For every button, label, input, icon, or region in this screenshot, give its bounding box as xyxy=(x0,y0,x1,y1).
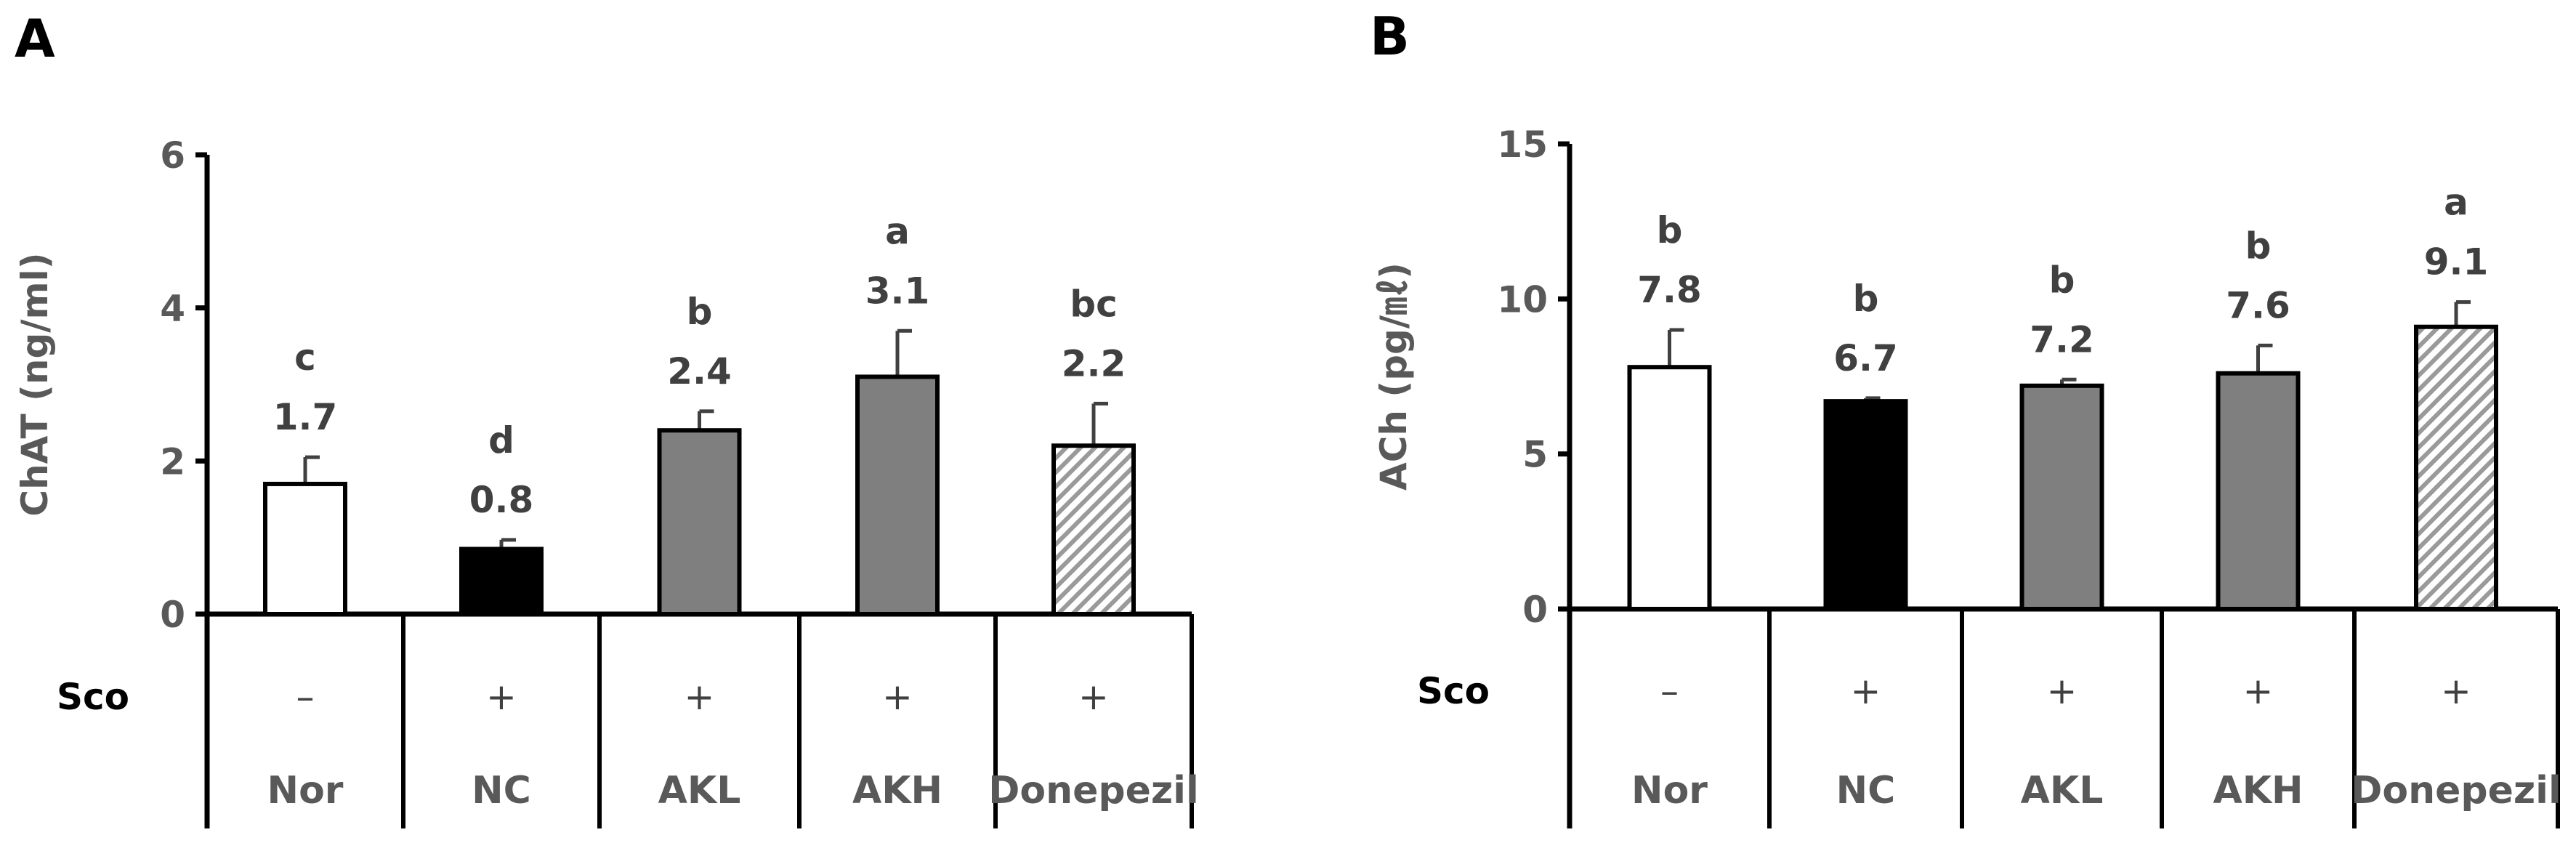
panel-b-significance-label: b xyxy=(2245,225,2272,267)
chart-panel-b: B 0 5 10 15 ACh (pg/㎖) Sco 7.8 b – Nor 6.7 b + NC 7.2 b +… xyxy=(1370,6,2561,828)
panel-a-sco-sign: + xyxy=(685,676,715,718)
panel-a-category-label: AKH xyxy=(852,769,942,812)
panel-a-y-tick-label: 4 xyxy=(160,288,185,330)
panel-b-category-label: AKH xyxy=(2213,769,2303,812)
panel-b-value-label: 7.2 xyxy=(2030,318,2094,360)
panel-b-value-label: 7.8 xyxy=(1637,269,1702,311)
panel-b-value-label: 7.6 xyxy=(2226,284,2290,326)
panel-a-value-label: 3.1 xyxy=(865,270,930,312)
panel-a-y-tick-label: 2 xyxy=(160,440,185,483)
panel-b-sco-sign: – xyxy=(1660,670,1679,712)
panel-a-category-label: Donepezil xyxy=(988,769,1199,812)
panel-b-sco-sign: + xyxy=(2047,670,2078,712)
panel-b-bar-nor xyxy=(1627,365,1712,611)
panel-a-bar-donepezil xyxy=(1051,443,1136,616)
panel-a-significance-label: b xyxy=(687,291,713,333)
panel-a-value-label: 1.7 xyxy=(273,396,338,438)
panel-b-category-label: AKL xyxy=(2021,769,2104,812)
panel-b-value-label: 9.1 xyxy=(2424,241,2489,283)
panel-b-category-label: Nor xyxy=(1631,769,1708,812)
panel-a-bar-akh xyxy=(855,374,940,616)
panel-a-significance-label: c xyxy=(294,336,316,379)
panel-b-y-tick-label: 10 xyxy=(1497,278,1548,320)
panel-b-sco-sign: + xyxy=(2243,670,2274,712)
panel-b-significance-label: b xyxy=(1657,209,1683,251)
panel-b-letter: B xyxy=(1370,6,1410,67)
chart-panel-a: A 0 2 4 6 ChAT (ng/ml) Sco 1.7 c – Nor 0.8 d + NC 2.4 b +… xyxy=(14,8,1199,828)
panel-b-category-label: NC xyxy=(1836,769,1896,812)
panel-a-letter: A xyxy=(15,8,55,69)
panel-b-y-axis-title: ACh (pg/㎖) xyxy=(1373,262,1415,491)
panel-a-bar-nc xyxy=(459,547,544,617)
panel-b-y-tick-label: 0 xyxy=(1522,589,1548,631)
panel-a-significance-label: a xyxy=(885,210,910,252)
panel-a-y-tick-label: 0 xyxy=(160,594,185,636)
panel-b-bar-akh xyxy=(2216,371,2301,611)
panel-b-category-label: Donepezil xyxy=(2351,769,2561,812)
panel-a-value-label: 2.2 xyxy=(1062,342,1126,384)
panel-a-y-axis-title: ChAT (ng/ml) xyxy=(14,252,56,516)
panel-a-significance-label: bc xyxy=(1070,283,1117,325)
panel-b-significance-label: b xyxy=(1853,278,1879,320)
panel-b-bar-donepezil xyxy=(2414,324,2498,611)
panel-b-bar-nc xyxy=(1823,399,1908,612)
panel-a-category-label: AKL xyxy=(658,769,741,812)
panel-b-significance-label: b xyxy=(2049,259,2075,301)
panel-b-sco-sign: + xyxy=(1851,670,1881,712)
panel-a-value-label: 0.8 xyxy=(469,479,534,521)
panel-a-category-label: NC xyxy=(472,769,531,812)
panel-b-sco-label: Sco xyxy=(1417,670,1490,712)
panel-b-value-label: 6.7 xyxy=(1833,337,1898,379)
panel-a-sco-sign: + xyxy=(882,676,913,718)
panel-a-category-label: Nor xyxy=(267,769,344,812)
panel-a-sco-sign: + xyxy=(486,676,517,718)
panel-b-bar-akl xyxy=(2019,383,2104,611)
panel-a-sco-sign: – xyxy=(296,676,315,718)
panel-b-sco-sign: + xyxy=(2441,670,2471,712)
panel-b-y-tick-label: 15 xyxy=(1497,124,1548,166)
panel-a-significance-label: d xyxy=(488,419,514,461)
panel-b-significance-label: a xyxy=(2444,182,2468,224)
panel-a-sco-sign: + xyxy=(1078,676,1109,718)
panel-a-y-tick-label: 6 xyxy=(160,134,185,177)
panel-b-y-tick-label: 5 xyxy=(1522,434,1548,476)
panel-a-sco-label: Sco xyxy=(57,676,129,718)
panel-a-bar-nor xyxy=(263,481,347,617)
panel-a-value-label: 2.4 xyxy=(667,350,732,392)
panel-a-bar-akl xyxy=(657,428,742,617)
